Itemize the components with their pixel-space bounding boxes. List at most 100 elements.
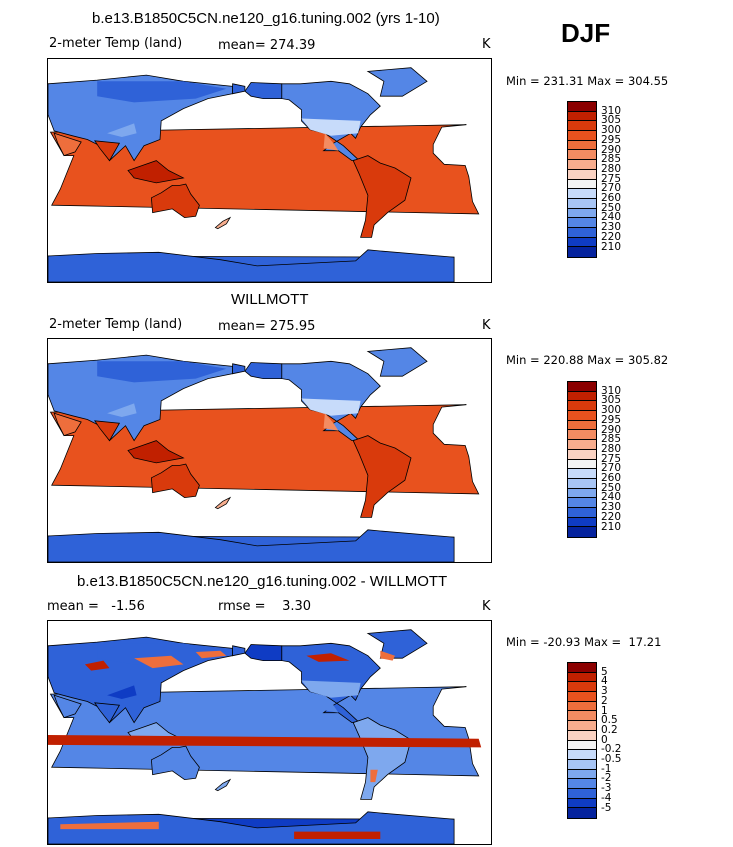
- anomaly-patch: [370, 769, 378, 783]
- australia-land: [150, 745, 200, 781]
- panel-3-title: b.e13.B1850C5CN.ne120_g16.tuning.002 - W…: [77, 573, 448, 590]
- colorbar-swatch: [568, 401, 596, 412]
- panel-2-colorbar: [567, 381, 597, 538]
- tibet-band: [107, 403, 137, 417]
- usa-band: [301, 118, 361, 136]
- colorbar-tick-label: 250: [601, 201, 622, 214]
- colorbar-swatch: [568, 692, 596, 702]
- colorbar-tick-label: 210: [601, 240, 622, 253]
- tibet-band: [107, 685, 137, 699]
- anomaly-patch: [84, 660, 110, 671]
- panel-1-map: [47, 58, 492, 283]
- siberia-band: [97, 81, 227, 103]
- colorbar-tick-label: 275: [601, 452, 622, 465]
- colorbar-swatch: [568, 701, 596, 712]
- colorbar-tick-label: -3: [601, 782, 612, 795]
- usa-band: [301, 680, 361, 698]
- colorbar-swatch: [568, 721, 596, 731]
- colorbar-tick-label: -4: [601, 791, 612, 804]
- panel-1-variable-label: 2-meter Temp (land): [49, 36, 183, 51]
- season-label: DJF: [561, 18, 611, 48]
- samerica-land: [352, 435, 412, 518]
- greenland-land: [366, 629, 428, 659]
- colorbar-tick-label: 260: [601, 192, 622, 204]
- colorbar-swatch: [568, 788, 596, 799]
- panel-1-title: b.e13.B1850C5CN.ne120_g16.tuning.002 (yr…: [92, 10, 440, 27]
- colorbar-tick-label: 270: [601, 462, 622, 475]
- panel-2-title: WILLMOTT: [231, 291, 309, 308]
- panel-1-minmax: Min = 231.31 Max = 304.55: [506, 74, 669, 88]
- colorbar-tick-label: 0.2: [601, 723, 618, 736]
- panel-3-units-label: K: [482, 599, 491, 614]
- panel-3-map: [47, 620, 492, 845]
- colorbar-swatch: [568, 740, 596, 751]
- colorbar-tick-label: 310: [601, 384, 622, 397]
- colorbar-tick-label: 305: [601, 114, 622, 127]
- tibet-band: [107, 123, 137, 137]
- colorbar-tick-label: 290: [601, 143, 622, 156]
- panel-1-mean-label: mean= 274.39: [218, 38, 316, 53]
- colorbar-tick-label: 270: [601, 182, 622, 195]
- seasia-land: [127, 160, 185, 184]
- colorbar-tick-label: 310: [601, 104, 622, 117]
- colorbar-swatch: [568, 150, 596, 161]
- nz-land: [214, 216, 232, 230]
- india-land: [94, 702, 121, 724]
- colorbar-swatch: [568, 779, 596, 789]
- anomaly-patch: [306, 653, 350, 662]
- colorbar-tick-label: 210: [601, 520, 622, 533]
- colorbar-tick-label: -0.2: [601, 743, 622, 756]
- world-map: [48, 347, 480, 562]
- colorbar-tick-label: 300: [601, 404, 622, 417]
- colorbar-tick-label: 230: [601, 501, 622, 514]
- colorbar-swatch: [568, 527, 596, 537]
- panel-1-units-label: K: [482, 37, 491, 52]
- panel-3-rmse-label: rmse = 3.30: [218, 599, 312, 614]
- mexico-band: [323, 695, 339, 713]
- colorbar-swatch: [568, 111, 596, 122]
- world-map: [48, 67, 480, 282]
- samerica-land: [352, 155, 412, 238]
- panel-3-minmax: Min = -20.93 Max = 17.21: [506, 635, 662, 649]
- colorbar-swatch: [568, 382, 596, 392]
- colorbar-swatch: [568, 769, 596, 780]
- colorbar-swatch: [568, 469, 596, 479]
- colorbar-swatch: [568, 507, 596, 518]
- anomaly-patch: [134, 655, 184, 669]
- colorbar-swatch: [568, 440, 596, 450]
- anomaly-patch: [294, 831, 381, 839]
- arabia-land: [53, 694, 82, 719]
- colorbar-swatch: [568, 663, 596, 673]
- panel-1-colorbar: [567, 101, 597, 258]
- colorbar-tick-label: 280: [601, 442, 622, 455]
- chukotka-land: [232, 645, 246, 657]
- colorbar-tick-label: 0.5: [601, 714, 618, 727]
- colorbar-swatch: [568, 169, 596, 180]
- colorbar-swatch: [568, 140, 596, 151]
- siberia-band: [97, 361, 227, 383]
- siberia-band: [97, 643, 227, 665]
- anomaly-patch: [195, 650, 227, 659]
- panel-2-variable-label: 2-meter Temp (land): [49, 317, 183, 332]
- colorbar-swatch: [568, 759, 596, 770]
- colorbar-tick-label: 250: [601, 481, 622, 494]
- seasia-land: [127, 440, 185, 464]
- colorbar-swatch: [568, 218, 596, 228]
- australia-land: [150, 183, 200, 219]
- colorbar-swatch: [568, 498, 596, 508]
- colorbar-tick-label: 220: [601, 230, 622, 243]
- colorbar-swatch: [568, 449, 596, 460]
- colorbar-tick-label: 1: [601, 704, 608, 717]
- colorbar-swatch: [568, 808, 596, 818]
- colorbar-tick-label: 5: [601, 665, 608, 678]
- colorbar-swatch: [568, 198, 596, 209]
- colorbar-swatch: [568, 488, 596, 499]
- panel-2-minmax: Min = 220.88 Max = 305.82: [506, 353, 669, 367]
- arabia-land: [53, 132, 82, 157]
- anomaly-patch: [48, 735, 482, 748]
- nz-land: [214, 496, 232, 510]
- colorbar-tick-label: -2: [601, 772, 612, 785]
- alaska-land: [244, 362, 283, 379]
- colorbar-tick-label: 2: [601, 694, 608, 707]
- mexico-band: [323, 413, 339, 431]
